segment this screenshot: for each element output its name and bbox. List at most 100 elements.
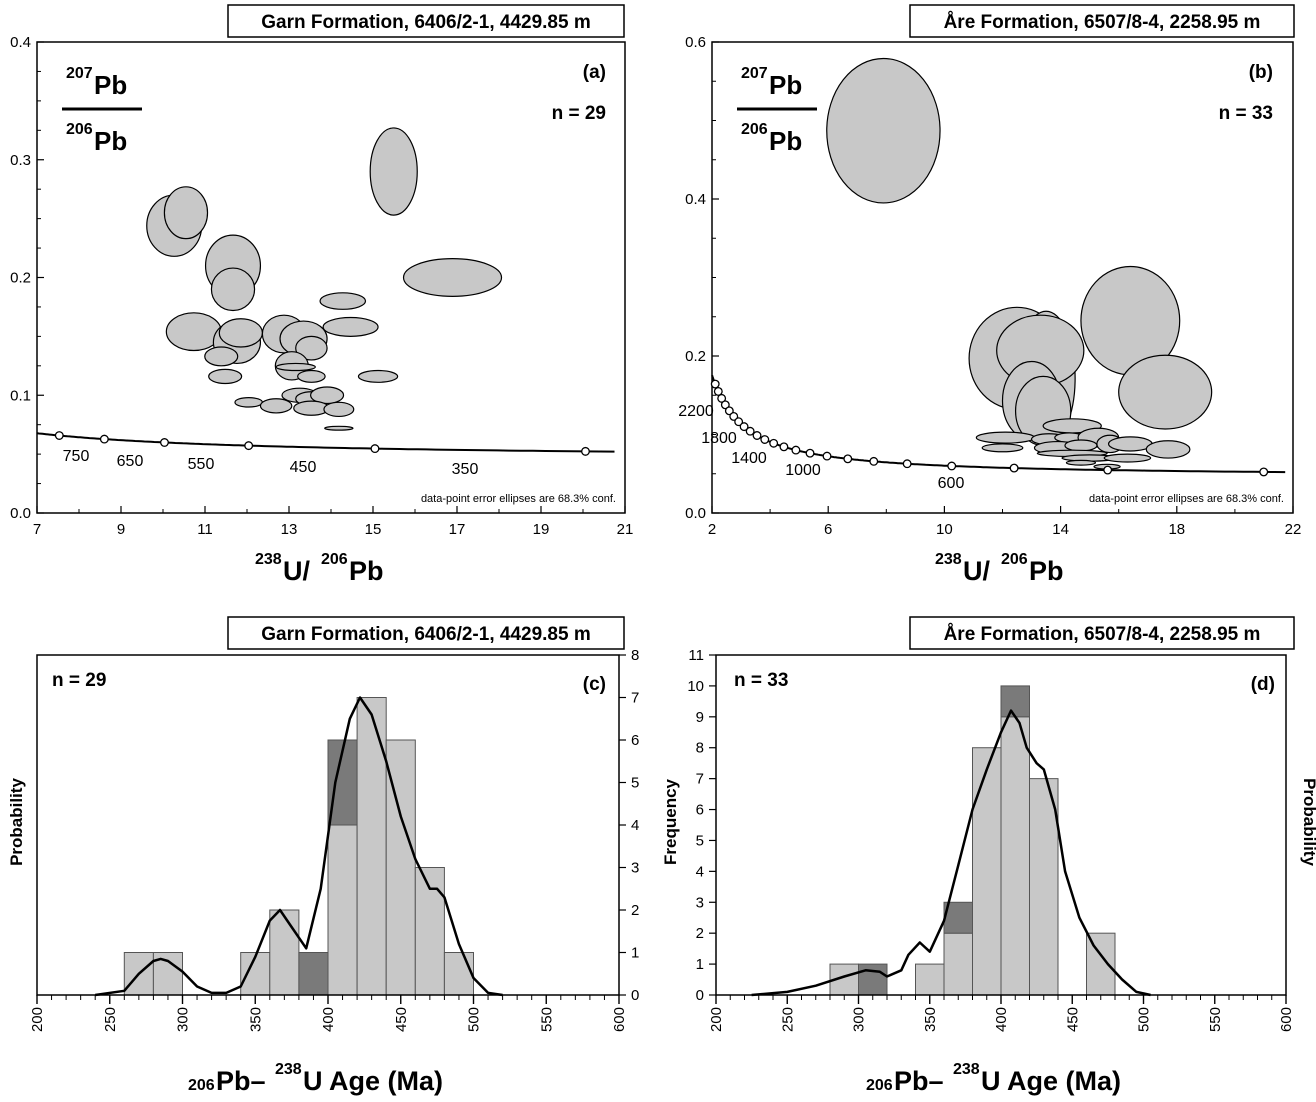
error-ellipse: [234, 397, 263, 408]
histogram-bar-dark: [1000, 685, 1030, 718]
y-tick-label-c: 4: [631, 817, 639, 834]
concordia-age-marker: [739, 422, 749, 432]
histogram-bar: [1000, 716, 1030, 996]
error-ellipse: [208, 368, 243, 385]
histogram-bar-dark: [943, 901, 973, 934]
concordia-age-label: 450: [290, 459, 317, 476]
xlabel-el2-c: U Age (Ma): [303, 1066, 443, 1096]
y-tick-label-c: 2: [631, 902, 639, 919]
concordia-age-marker: [713, 387, 723, 396]
hist-plot-d: 200 250 300 350 400 450 500 550 600 0 1 2 3 4 5 6 7 8 9 10 1…: [687, 647, 1295, 1032]
ylabel-num-el-a: Pb: [94, 70, 127, 100]
concordia-age-marker: [1009, 463, 1019, 473]
x-tick-label-c: 350: [247, 1007, 264, 1032]
concordia-age-marker: [902, 459, 912, 469]
error-ellipse: [275, 362, 316, 372]
histogram-bar: [269, 909, 300, 996]
concordia-age-marker: [752, 431, 762, 440]
xlabel-sup2-c: 238: [275, 1061, 302, 1078]
xlabel-sup2-d: 238: [953, 1061, 980, 1078]
error-ellipse: [369, 127, 418, 216]
y-tick-label-a: 0.3: [10, 152, 31, 169]
error-ellipse: [357, 369, 399, 383]
x-tick-label-d: 550: [1207, 1007, 1224, 1032]
error-ellipse: [324, 425, 354, 431]
probability-curve-d: [751, 709, 1151, 997]
ylabel-num-sup-a: 207: [66, 65, 93, 82]
error-ellipse: [1145, 440, 1191, 459]
concordia-age-marker: [724, 406, 734, 416]
panel-label-a: (a): [583, 62, 606, 83]
error-ellipse: [981, 443, 1024, 453]
concordia-age-marker: [769, 438, 779, 448]
ylabel-den-el-b: Pb: [769, 126, 802, 156]
panel-b: Åre Formation, 6507/8-4, 2258.95 m (b) n…: [737, 4, 1295, 586]
concordia-age-marker: [1259, 467, 1269, 477]
histogram-bar: [443, 952, 474, 996]
y-tick-label-c: 7: [631, 690, 639, 707]
title-b: Åre Formation, 6507/8-4, 2258.95 m: [944, 12, 1261, 33]
y-tick-label-c: 0: [631, 987, 639, 1004]
x-tick-label-b: 10: [936, 521, 953, 538]
n-label-c: n = 29: [52, 670, 106, 691]
xlabel-el1-a: U/: [283, 556, 310, 586]
ylabel-den-el-a: Pb: [94, 126, 127, 156]
xlabel-sup2-a: 206: [321, 551, 348, 568]
concordia-curve-a: [37, 432, 615, 453]
y-tick-label-d: 6: [696, 802, 704, 819]
panel-label-d: (d): [1251, 674, 1275, 695]
concordia-age-label: 650: [117, 453, 144, 470]
error-ellipse: [323, 401, 355, 418]
concordia-age-marker: [805, 448, 815, 458]
concordia-age-label: 1000: [785, 462, 821, 479]
error-ellipse: [1064, 439, 1098, 452]
title-box-d: [909, 616, 1295, 650]
y-tick-label-c: 8: [631, 647, 639, 664]
error-ellipse: [1107, 436, 1153, 452]
ylabel-den-sup-a: 206: [66, 121, 93, 138]
ylabel-probability-d: Probability: [1300, 778, 1316, 866]
concordia-age-marker: [710, 379, 720, 389]
error-ellipse: [975, 431, 1036, 444]
xlabel-el1-d: Pb–: [894, 1066, 944, 1096]
x-tick-label-a: 7: [33, 521, 41, 538]
y-tick-label-a: 0.2: [10, 270, 31, 287]
concordia-age-label: 1800: [701, 430, 737, 447]
concordia-age-marker: [869, 456, 879, 466]
ylabel-probability-c: Probability: [7, 778, 26, 866]
x-tick-label-c: 300: [175, 1007, 192, 1032]
error-ellipse: [1065, 459, 1097, 466]
y-tick-label-b: 0.2: [685, 348, 706, 365]
x-tick-label-c: 550: [538, 1007, 555, 1032]
y-tick-label-d: 9: [696, 709, 704, 726]
concordia-age-label: 550: [188, 456, 215, 473]
title-c: Garn Formation, 6406/2-1, 4429.85 m: [261, 624, 591, 645]
n-label-d: n = 33: [734, 670, 788, 691]
x-tick-label-a: 17: [449, 521, 466, 538]
x-tick-label-d: 450: [1064, 1007, 1081, 1032]
x-tick-label-d: 300: [851, 1007, 868, 1032]
x-tick-label-d: 350: [922, 1007, 939, 1032]
concordia-age-marker: [843, 454, 853, 464]
x-tick-label-c: 500: [466, 1007, 483, 1032]
title-d: Åre Formation, 6507/8-4, 2258.95 m: [944, 624, 1261, 645]
error-ellipse: [297, 369, 326, 383]
concordia-age-marker: [160, 438, 169, 447]
ellipse-note-b: data-point error ellipses are 68.3% conf…: [1089, 493, 1284, 505]
concordia-age-marker: [581, 446, 590, 456]
x-tick-label-b: 18: [1168, 521, 1185, 538]
error-ellipse: [310, 386, 345, 405]
concordia-age-marker: [720, 400, 730, 410]
y-tick-label-c: 1: [631, 945, 639, 962]
title-a: Garn Formation, 6406/2-1, 4429.85 m: [261, 12, 591, 33]
x-tick-label-a: 13: [281, 521, 298, 538]
n-label-b: n = 33: [1219, 103, 1273, 124]
concordia-age-label: 350: [452, 461, 479, 478]
x-tick-label-b: 14: [1052, 521, 1069, 538]
tw-plot-a: 7 9 11 13 15 17 19 21 0.0 0.1 0.2 0.3 0.4 750 650 550 45…: [10, 34, 633, 538]
x-tick-label-d: 200: [708, 1007, 725, 1032]
panel-label-c: (c): [583, 674, 606, 695]
error-ellipse: [218, 318, 263, 348]
